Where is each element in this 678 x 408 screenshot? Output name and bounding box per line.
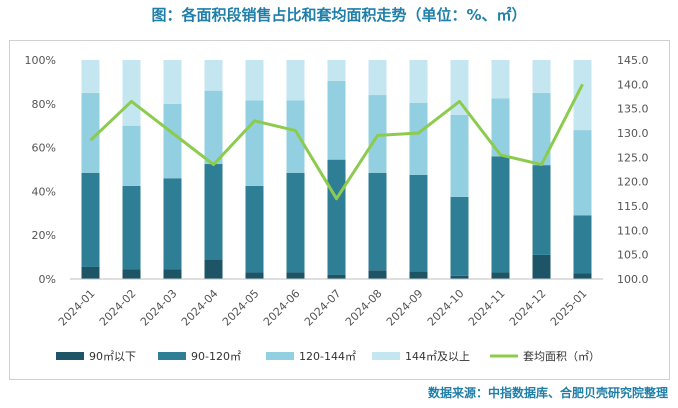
y-left-tick-label: 20% (32, 229, 56, 242)
bar-segment-2 (122, 185, 141, 270)
chart-frame (9, 40, 670, 380)
bar-segment-1 (81, 266, 100, 279)
bar-segment-1 (368, 270, 387, 279)
x-tick-label: 2024-11 (466, 287, 508, 329)
legend-label: 套均面积（㎡） (523, 350, 600, 363)
bar-segment-4 (532, 60, 551, 93)
bar-segment-3 (286, 100, 305, 173)
y-right-tick-label: 115.0 (617, 200, 649, 213)
bar-segment-4 (409, 60, 428, 103)
bar-segment-4 (573, 60, 592, 131)
bar-segment-3 (245, 100, 264, 186)
bar-segment-1 (573, 273, 592, 279)
bar-segment-3 (491, 98, 510, 157)
legend-label: 144㎡及以上 (405, 350, 470, 363)
bar-segment-1 (286, 272, 305, 279)
bar-segment-2 (409, 174, 428, 272)
legend-swatch-4 (372, 352, 400, 360)
bar-segment-3 (409, 102, 428, 175)
bar-segment-4 (327, 60, 346, 81)
y-left-tick-label: 60% (32, 142, 56, 155)
legend-label: 90㎡以下 (89, 350, 136, 363)
bar-segment-3 (81, 92, 100, 173)
y-left-tick-label: 100% (25, 54, 56, 67)
x-tick-label: 2024-03 (138, 287, 180, 329)
bar-segment-3 (327, 80, 346, 160)
x-tick-label: 2024-04 (179, 287, 221, 329)
y-right-tick-label: 110.0 (617, 224, 649, 237)
bar-segment-1 (532, 254, 551, 279)
bar-segment-4 (368, 60, 387, 96)
x-tick-label: 2024-06 (261, 287, 303, 329)
bar-segment-4 (204, 60, 223, 91)
bar-segment-2 (491, 156, 510, 273)
bar-segment-2 (450, 196, 469, 276)
chart-title: 图：各面积段销售占比和套均面积走势（单位：%、㎡） (151, 6, 527, 24)
y-right-tick-label: 145.0 (617, 54, 649, 67)
bar-segment-1 (491, 272, 510, 279)
bar-segment-3 (450, 114, 469, 197)
bar-segment-2 (573, 215, 592, 274)
legend-swatch-3 (266, 352, 294, 360)
data-source: 数据来源：中指数据库、合肥贝壳研究院整理 (427, 386, 668, 400)
bar-segment-4 (491, 60, 510, 99)
bar-segment-4 (245, 60, 264, 101)
bar-segment-2 (245, 185, 264, 273)
bar-segment-4 (450, 60, 469, 115)
bar-segment-1 (163, 269, 182, 279)
x-tick-label: 2024-07 (302, 287, 344, 329)
y-right-tick-label: 130.0 (617, 127, 649, 140)
bar-segment-3 (204, 90, 223, 165)
bar-segment-1 (450, 275, 469, 279)
y-left-tick-label: 80% (32, 98, 56, 111)
bar-segment-1 (409, 271, 428, 279)
bar-segment-3 (122, 125, 141, 186)
legend-swatch-1 (56, 352, 84, 360)
avg-area-line (89, 83, 584, 201)
bar-segment-2 (327, 159, 346, 275)
bar-segment-3 (573, 130, 592, 216)
y-right-tick-label: 140.0 (617, 78, 649, 91)
bar-segment-2 (163, 178, 182, 270)
x-tick-label: 2024-12 (507, 287, 549, 329)
y-left-tick-label: 40% (32, 185, 56, 198)
legend-label: 90-120㎡ (191, 350, 241, 363)
y-right-tick-label: 105.0 (617, 249, 649, 262)
bar-segment-1 (245, 272, 264, 279)
bar-segment-1 (204, 259, 223, 279)
x-tick-label: 2024-08 (343, 287, 385, 329)
bar-segment-2 (368, 172, 387, 271)
bar-segment-2 (532, 165, 551, 255)
y-right-tick-label: 100.0 (617, 273, 649, 286)
bar-segment-2 (81, 172, 100, 267)
y-right-tick-label: 125.0 (617, 151, 649, 164)
legend-swatch-2 (158, 352, 186, 360)
bar-segment-4 (122, 60, 141, 126)
x-tick-label: 2024-05 (220, 287, 262, 329)
y-right-tick-label: 135.0 (617, 103, 649, 116)
bar-segment-4 (163, 60, 182, 104)
x-tick-label: 2025-01 (548, 287, 590, 329)
bar-segment-4 (81, 60, 100, 93)
y-right-tick-label: 120.0 (617, 176, 649, 189)
bar-segment-2 (286, 172, 305, 273)
bar-segment-3 (532, 92, 551, 166)
y-left-tick-label: 0% (39, 273, 56, 286)
legend-label: 120-144㎡ (299, 350, 356, 363)
bar-segment-3 (163, 103, 182, 179)
x-tick-label: 2024-09 (384, 287, 426, 329)
bar-segment-1 (122, 269, 141, 279)
bar-segment-4 (286, 60, 305, 101)
bar-segment-1 (327, 274, 346, 279)
x-tick-label: 2024-02 (97, 287, 139, 329)
x-tick-label: 2024-01 (56, 287, 98, 329)
bar-segment-2 (204, 164, 223, 260)
x-tick-label: 2024-10 (425, 287, 467, 329)
